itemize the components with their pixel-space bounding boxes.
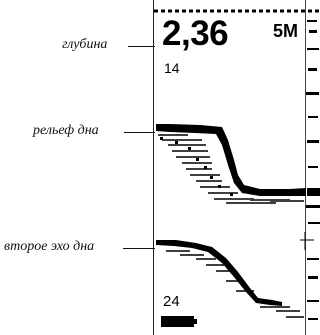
scale-bottom-value: 24 xyxy=(163,293,180,310)
label-bottom-relief: рельеф дна xyxy=(33,123,99,138)
second-echo-noise xyxy=(166,250,304,318)
screen-history-divider xyxy=(305,0,306,335)
screen-left-border xyxy=(153,0,154,335)
second-echo-line xyxy=(156,240,282,306)
range-readout: 5M xyxy=(273,21,299,41)
label-depth: глубина xyxy=(62,37,108,52)
label-second-echo: второе эхо дна xyxy=(4,239,95,254)
history-strip xyxy=(300,20,320,320)
bottom-relief-noise xyxy=(158,134,304,204)
leader-line-bottom-relief xyxy=(124,132,155,133)
leader-line-depth xyxy=(128,46,155,47)
scale-top-value: 14 xyxy=(164,60,180,76)
depth-reading: 2,36 xyxy=(162,14,229,53)
battery-indicator-icon xyxy=(161,316,197,327)
leader-line-second-echo xyxy=(123,248,155,249)
bottom-relief-line xyxy=(156,124,306,196)
